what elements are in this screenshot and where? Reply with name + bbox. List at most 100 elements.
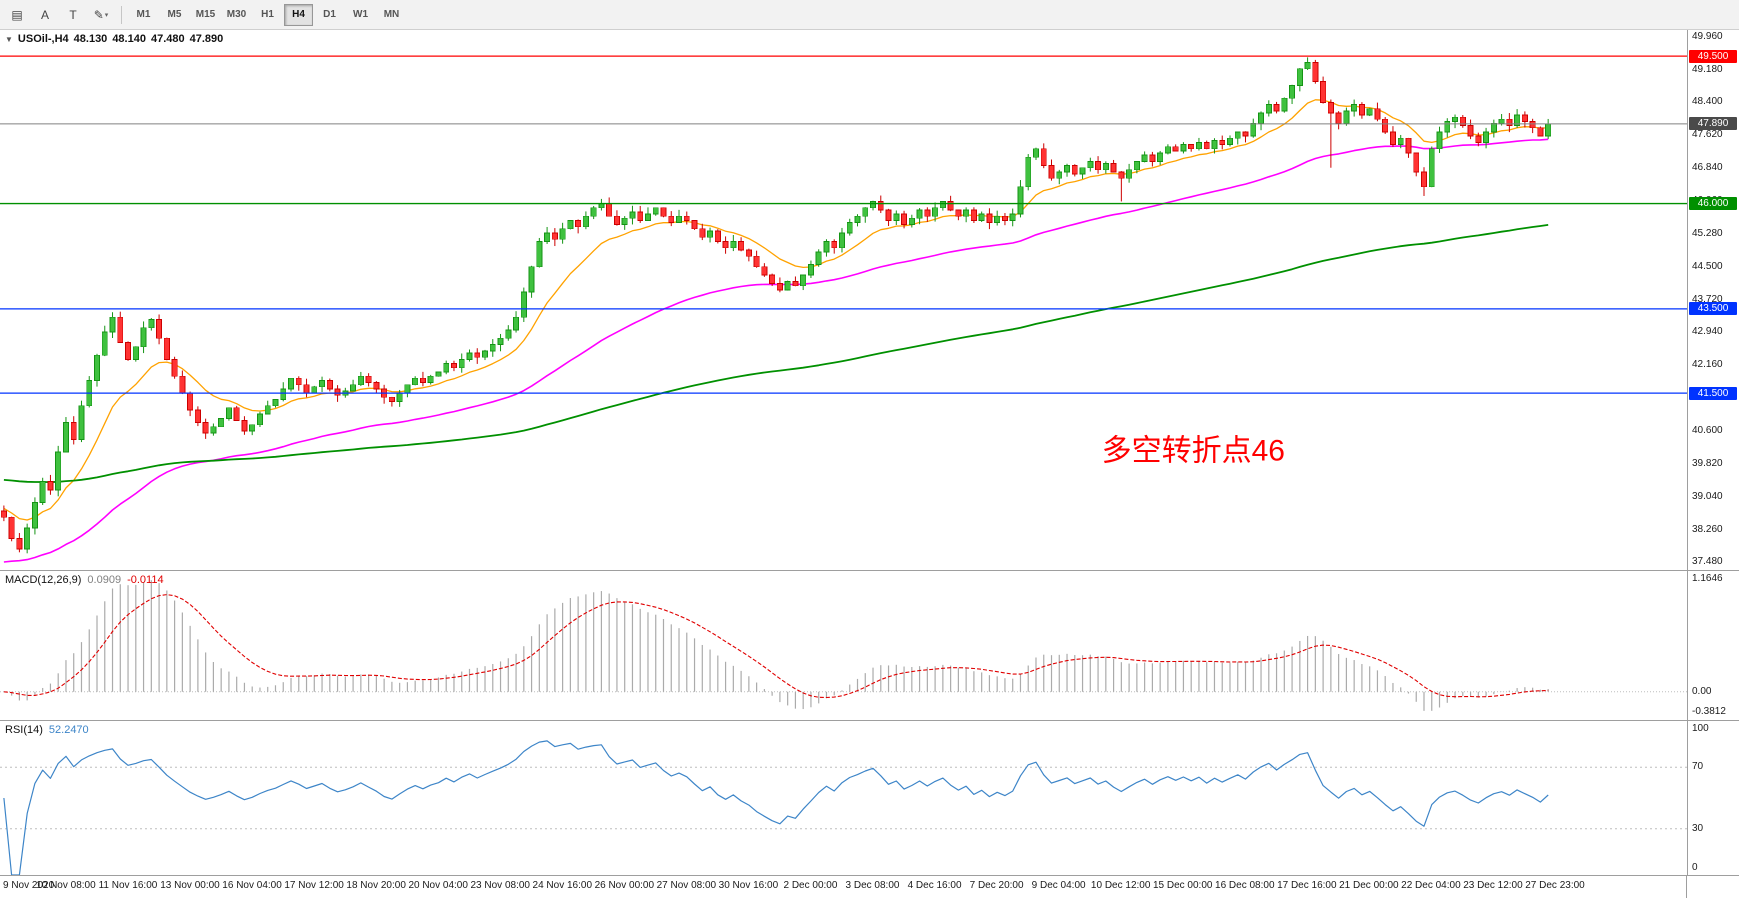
price-axis[interactable]: 49.96049.18048.40047.62046.84046.06045.2… bbox=[1687, 30, 1739, 570]
bear-candle bbox=[970, 209, 977, 221]
bear-candle bbox=[668, 215, 675, 223]
draw-tools-button[interactable]: ✎ ▾ bbox=[88, 3, 114, 27]
bull-candle bbox=[839, 232, 845, 249]
price-tick-label: 39.820 bbox=[1692, 457, 1723, 469]
bear-candle bbox=[606, 203, 613, 217]
time-axis-label: 10 Dec 12:00 bbox=[1090, 880, 1151, 891]
bear-candle bbox=[303, 384, 310, 394]
bear-candle bbox=[1312, 62, 1319, 82]
timeframe-h1-button[interactable]: H1 bbox=[261, 9, 274, 20]
rsi-plot[interactable]: RSI(14) 52.2470 bbox=[0, 721, 1687, 875]
text-box-button[interactable]: T bbox=[60, 3, 86, 27]
timeframe-m1-button[interactable]: M1 bbox=[136, 9, 151, 20]
collapse-chart-icon[interactable]: ▼ bbox=[5, 34, 13, 44]
bull-candle bbox=[536, 241, 543, 268]
bear-candle bbox=[637, 211, 644, 221]
bear-candle bbox=[1389, 131, 1396, 145]
bear-candle bbox=[1001, 215, 1008, 221]
macd-axis[interactable]: 1.1646 0.00 -0.3812 bbox=[1687, 571, 1739, 720]
timeframe-m15-button[interactable]: M15 bbox=[195, 9, 216, 20]
bull-candle bbox=[854, 215, 861, 223]
bear-candle bbox=[1521, 114, 1528, 122]
bull-candle bbox=[1452, 116, 1458, 122]
time-axis-label: 18 Nov 20:00 bbox=[346, 880, 406, 891]
bull-candle bbox=[1351, 104, 1358, 112]
bull-candle bbox=[908, 217, 915, 226]
bull-candle bbox=[24, 527, 31, 550]
bull-candle bbox=[489, 344, 496, 352]
bull-candle bbox=[1444, 121, 1451, 133]
bear-candle bbox=[691, 219, 698, 230]
timeframe-m30-button[interactable]: M30 bbox=[226, 9, 247, 20]
bull-candle bbox=[870, 201, 876, 209]
bear-candle bbox=[1413, 152, 1420, 173]
timeframe-w1-button[interactable]: W1 bbox=[353, 9, 368, 20]
rsi-line bbox=[3, 740, 1549, 875]
bear-candle bbox=[233, 407, 240, 421]
time-axis-label: 3 Dec 08:00 bbox=[845, 880, 900, 891]
chart-grid-button[interactable]: ▤ bbox=[4, 3, 30, 27]
bear-candle bbox=[699, 228, 706, 238]
bear-candle bbox=[163, 337, 170, 360]
bull-candle bbox=[1483, 131, 1490, 143]
time-axis-label: 2 Dec 00:00 bbox=[783, 880, 838, 891]
rsi-chart[interactable] bbox=[0, 721, 1687, 875]
ma-fast-line bbox=[3, 99, 1549, 521]
bear-candle bbox=[295, 377, 302, 386]
bull-candle bbox=[1102, 163, 1109, 171]
bull-candle bbox=[994, 215, 1001, 223]
rsi-header: RSI(14) 52.2470 bbox=[5, 724, 89, 736]
bear-candle bbox=[179, 375, 186, 394]
timeframe-m5-button[interactable]: M5 bbox=[167, 9, 182, 20]
bear-candle bbox=[551, 232, 558, 240]
macd-chart[interactable] bbox=[0, 571, 1687, 720]
bull-candle bbox=[427, 375, 434, 383]
bull-candle bbox=[31, 502, 38, 529]
rsi-label: RSI(14) bbox=[5, 724, 43, 736]
bear-candle bbox=[1118, 171, 1125, 179]
rsi-axis-label: 100 bbox=[1692, 723, 1709, 734]
price-chart-panel: 多空转折点46 ▼ USOil-,H4 48.130 48.140 47.480… bbox=[0, 30, 1739, 570]
bear-candle bbox=[1048, 165, 1055, 179]
time-axis-label: 7 Dec 20:00 bbox=[969, 880, 1024, 891]
text-label-button[interactable]: A bbox=[32, 3, 58, 27]
timeframe-h4-button[interactable]: H4 bbox=[284, 3, 313, 26]
bull-candle bbox=[1514, 114, 1521, 127]
bull-candle bbox=[1017, 186, 1024, 215]
bear-candle bbox=[745, 249, 752, 257]
level-price-badge: 41.500 bbox=[1689, 386, 1737, 400]
price-tick-label: 44.500 bbox=[1692, 260, 1723, 272]
bull-candle bbox=[784, 281, 791, 291]
rsi-axis-label: 0 bbox=[1692, 862, 1698, 873]
bear-candle bbox=[877, 201, 884, 211]
timeframe-mn-button[interactable]: MN bbox=[383, 9, 400, 20]
bull-candle bbox=[280, 388, 287, 400]
bear-candle bbox=[1219, 139, 1226, 145]
price-chart-plot[interactable]: 多空转折点46 ▼ USOil-,H4 48.130 48.140 47.480… bbox=[0, 30, 1687, 570]
bear-candle bbox=[1095, 161, 1102, 171]
bear-candle bbox=[1421, 171, 1427, 188]
bull-candle bbox=[1343, 110, 1350, 124]
bear-candle bbox=[738, 241, 745, 251]
bull-candle bbox=[1234, 131, 1241, 139]
rsi-axis[interactable]: 100 70 30 0 bbox=[1687, 721, 1739, 875]
bull-candle bbox=[1498, 118, 1505, 124]
bear-candle bbox=[683, 215, 690, 221]
bull-candle bbox=[1211, 139, 1218, 150]
price-tick-label: 46.840 bbox=[1692, 162, 1723, 174]
price-tick-label: 40.600 bbox=[1692, 424, 1723, 436]
timeframe-d1-button[interactable]: D1 bbox=[323, 9, 336, 20]
candlestick-chart[interactable]: 多空转折点46 bbox=[0, 30, 1687, 570]
macd-plot[interactable]: MACD(12,26,9) 0.0909 -0.0114 bbox=[0, 571, 1687, 720]
time-axis-label: 27 Nov 08:00 bbox=[656, 880, 717, 891]
time-axis-label: 17 Dec 16:00 bbox=[1277, 880, 1337, 891]
chart-grid-icon: ▤ bbox=[11, 7, 23, 22]
bear-candle bbox=[660, 207, 667, 217]
bear-candle bbox=[1467, 125, 1474, 137]
bull-candle bbox=[264, 405, 271, 415]
bull-candle bbox=[1079, 167, 1086, 175]
bear-candle bbox=[1374, 108, 1381, 120]
rsi-axis-label: 70 bbox=[1692, 761, 1704, 773]
time-axis[interactable]: 9 Nov 2020 10 Nov 08:00 11 Nov 16:00 13 Nov… bbox=[0, 876, 1686, 898]
time-axis-label: 9 Nov 2020 bbox=[3, 880, 55, 891]
